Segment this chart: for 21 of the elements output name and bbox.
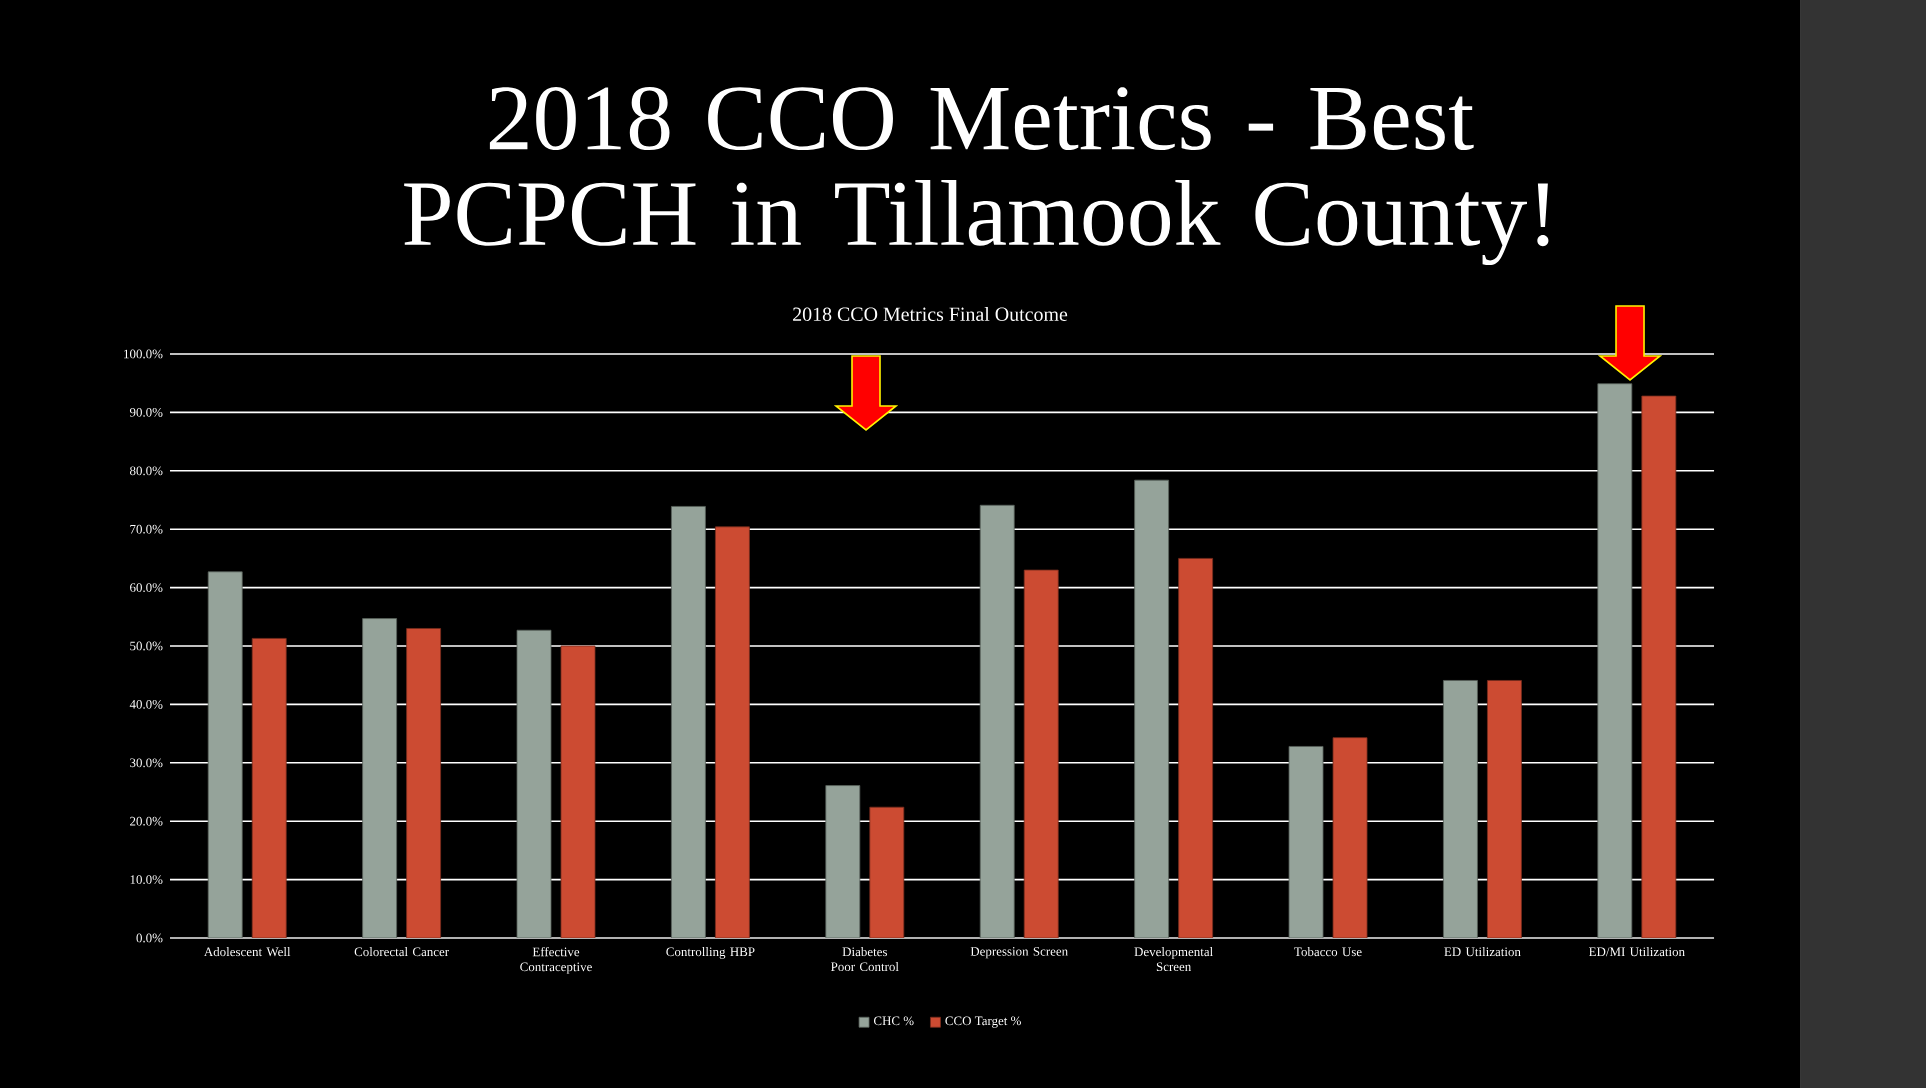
- bar: [362, 618, 398, 938]
- bar: [251, 638, 287, 938]
- bar: [715, 526, 750, 938]
- bar: [560, 645, 596, 938]
- chart-title: 2018 CCO Metrics - Best PCPCH in Tillamook County!: [404, 86, 1549, 266]
- bar: [979, 504, 1015, 938]
- bar: [406, 628, 442, 938]
- bar: [1023, 569, 1059, 938]
- bar: [1134, 479, 1170, 938]
- bar: [869, 806, 905, 938]
- bar: [516, 629, 552, 938]
- bar: [825, 785, 861, 938]
- chart-subtitle: 2018 CCO Metrics Final Outcome: [793, 306, 1068, 321]
- bar: [1288, 746, 1324, 938]
- bar: [1443, 680, 1478, 938]
- bar: [1332, 737, 1368, 938]
- bar: [1487, 680, 1522, 938]
- bar: [1178, 558, 1214, 938]
- bar: [671, 506, 706, 938]
- bar: [207, 571, 243, 938]
- bar: [1641, 395, 1677, 938]
